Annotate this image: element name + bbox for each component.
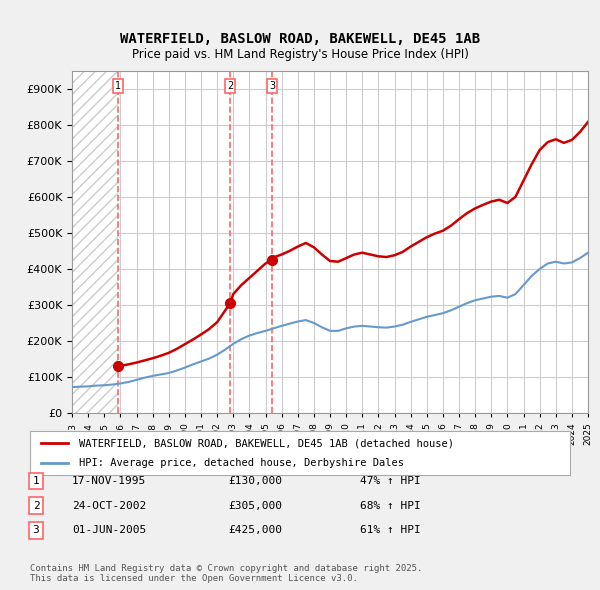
Text: 24-OCT-2002: 24-OCT-2002: [72, 501, 146, 510]
Text: 1: 1: [32, 476, 40, 486]
Text: £425,000: £425,000: [228, 526, 282, 535]
Text: 1: 1: [115, 81, 122, 91]
Text: Contains HM Land Registry data © Crown copyright and database right 2025.
This d: Contains HM Land Registry data © Crown c…: [30, 563, 422, 583]
Text: HPI: Average price, detached house, Derbyshire Dales: HPI: Average price, detached house, Derb…: [79, 458, 404, 467]
Text: 01-JUN-2005: 01-JUN-2005: [72, 526, 146, 535]
Text: WATERFIELD, BASLOW ROAD, BAKEWELL, DE45 1AB (detached house): WATERFIELD, BASLOW ROAD, BAKEWELL, DE45 …: [79, 438, 454, 448]
Text: £305,000: £305,000: [228, 501, 282, 510]
Text: 68% ↑ HPI: 68% ↑ HPI: [360, 501, 421, 510]
Text: 3: 3: [269, 81, 275, 91]
Text: 2: 2: [32, 501, 40, 510]
Text: Price paid vs. HM Land Registry's House Price Index (HPI): Price paid vs. HM Land Registry's House …: [131, 48, 469, 61]
Text: 3: 3: [32, 526, 40, 535]
Text: £130,000: £130,000: [228, 476, 282, 486]
Text: 47% ↑ HPI: 47% ↑ HPI: [360, 476, 421, 486]
Text: 2: 2: [227, 81, 233, 91]
Text: 61% ↑ HPI: 61% ↑ HPI: [360, 526, 421, 535]
Text: WATERFIELD, BASLOW ROAD, BAKEWELL, DE45 1AB: WATERFIELD, BASLOW ROAD, BAKEWELL, DE45 …: [120, 32, 480, 47]
Text: 17-NOV-1995: 17-NOV-1995: [72, 476, 146, 486]
Bar: [72, 71, 118, 413]
